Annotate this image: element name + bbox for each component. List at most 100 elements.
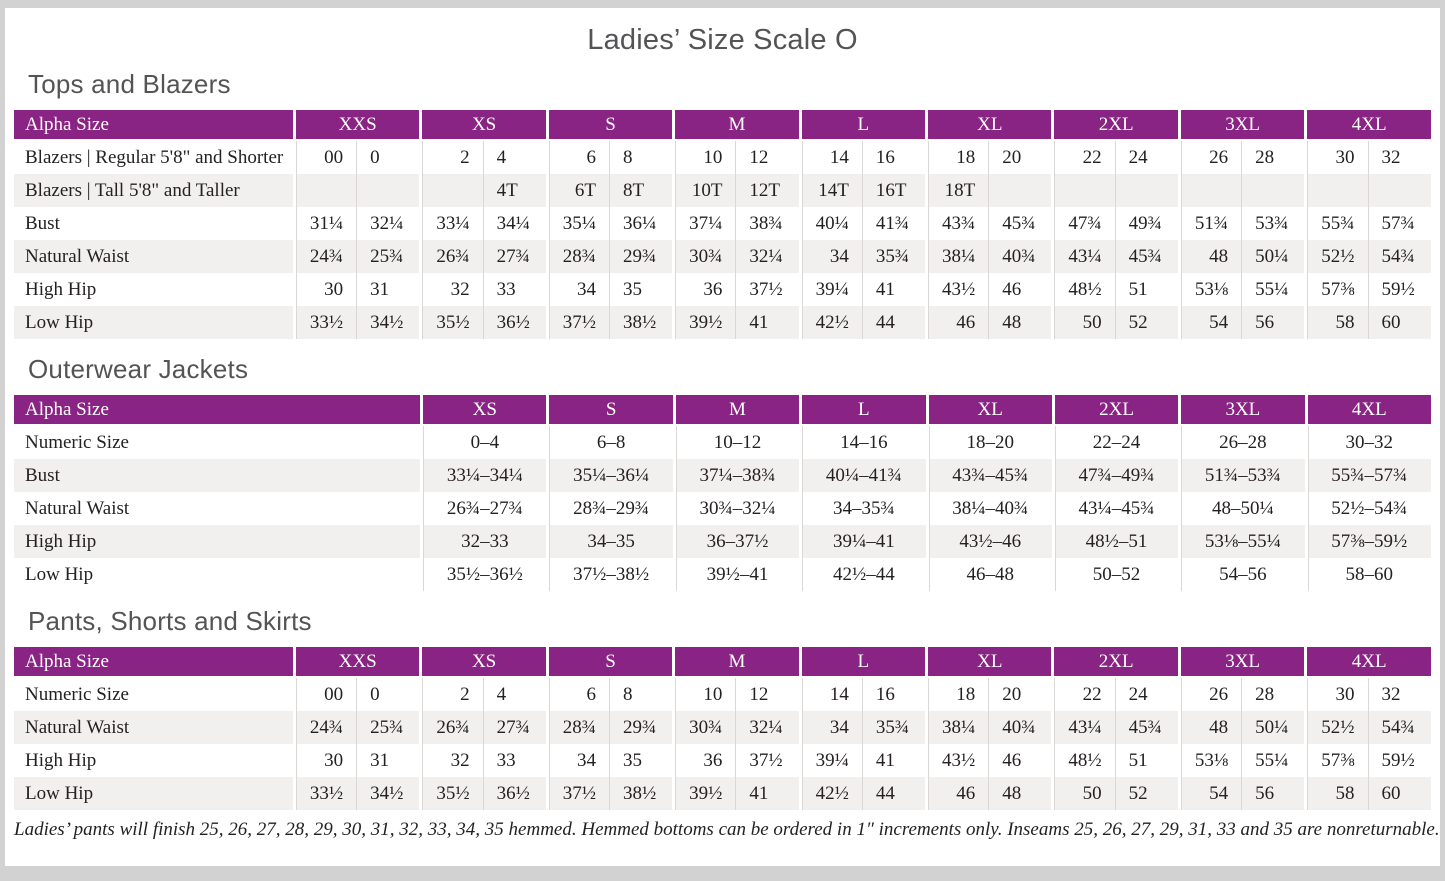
size-value-cell: 39½ (672, 306, 736, 339)
size-value-cell: 43¼ (1051, 240, 1115, 273)
size-value-cell: 34–35 (546, 525, 673, 558)
size-value-cell: 50¼ (1241, 240, 1305, 273)
size-value-cell: 48½–51 (1051, 525, 1179, 558)
size-value-cell: 36½ (482, 777, 546, 810)
size-value-cell: 33 (482, 273, 546, 306)
size-value-cell (1367, 174, 1431, 207)
column-header-size-l: L (799, 395, 926, 426)
size-value-cell: 10T (672, 174, 736, 207)
table-row: Natural Waist 26¾–27¾ 28¾–29¾ 30¾–32¼ 34–35¾… (14, 492, 1431, 525)
column-header-size-xs: XS (419, 647, 546, 678)
column-header-size-s: S (545, 110, 673, 141)
size-value-cell: 33½ (292, 306, 357, 339)
size-value-cell: 40¼–41¾ (799, 459, 926, 492)
size-value-cell: 30 (292, 273, 357, 306)
size-value-cell: 14 (798, 678, 862, 711)
size-value-cell (1241, 174, 1305, 207)
size-value-cell: 14–16 (799, 426, 926, 459)
size-value-cell: 54¾ (1367, 711, 1431, 744)
size-value-cell: 48 (1177, 711, 1242, 744)
size-value-cell: 18 (925, 678, 989, 711)
size-value-cell: 33¼–34¼ (420, 459, 547, 492)
size-value-cell: 32–33 (420, 525, 547, 558)
size-value-cell: 56 (1241, 306, 1305, 339)
size-value-cell: 43½ (925, 744, 989, 777)
section-heading-outerwear-jackets: Outerwear Jackets (28, 354, 249, 384)
size-value-cell: 40¾ (988, 711, 1052, 744)
size-value-cell: 20 (988, 141, 1052, 174)
size-value-cell: 33½ (292, 777, 357, 810)
size-value-cell: 58 (1304, 777, 1368, 810)
size-value-cell: 48 (988, 777, 1052, 810)
header-row: Alpha Size XXS XS S M L XL 2XL 3XL 4XL (14, 110, 1431, 141)
viewer-background: { "page": { "title": "Ladies’ Size Scale… (0, 8, 1445, 866)
size-value-cell: 40¼ (798, 207, 862, 240)
row-label: Low Hip (14, 558, 421, 591)
size-value-cell: 18 (925, 141, 989, 174)
size-value-cell: 51¾–53¾ (1178, 459, 1305, 492)
size-value-cell: 45¾ (1114, 240, 1178, 273)
size-value-cell: 38¾ (735, 207, 799, 240)
column-header-size-2xl: 2XL (1051, 395, 1179, 426)
size-value-cell: 26 (1177, 678, 1242, 711)
size-value-cell: 2 (419, 678, 483, 711)
size-value-cell: 52 (1114, 306, 1178, 339)
hemming-footnote: Ladies’ pants will finish 25, 26, 27, 28… (14, 819, 1440, 840)
size-value-cell: 53⅛ (1177, 273, 1242, 306)
row-label: Natural Waist (14, 492, 421, 525)
size-value-cell: 43¾ (925, 207, 989, 240)
size-value-cell: 30 (1304, 141, 1368, 174)
size-value-cell: 35¾ (861, 711, 926, 744)
table-row: Natural Waist 24¾ 25¾ 26¾ 27¾ 28¾ 29¾ 30¾ 32¼ 34 3… (14, 711, 1431, 744)
size-value-cell: 36½ (482, 306, 546, 339)
size-value-cell: 30 (292, 744, 357, 777)
size-value-cell: 32 (1367, 141, 1431, 174)
size-value-cell: 12T (735, 174, 799, 207)
column-header-alpha-size: Alpha Size (14, 110, 293, 141)
size-value-cell: 25¾ (356, 711, 420, 744)
column-header-alpha-size: Alpha Size (14, 395, 421, 426)
size-value-cell: 41 (861, 744, 926, 777)
size-value-cell: 58 (1304, 306, 1368, 339)
size-value-cell: 20 (988, 678, 1052, 711)
size-value-cell: 39¼–41 (799, 525, 926, 558)
size-value-cell: 37¼ (672, 207, 736, 240)
table-row: High Hip 30 31 32 33 34 35 36 37½ 39¼ 41 43½ 46 48½ 51… (14, 273, 1431, 306)
size-value-cell: 24¾ (292, 240, 357, 273)
column-header-size-l: L (798, 110, 926, 141)
size-value-cell: 37½ (545, 306, 609, 339)
size-value-cell: 48–50¼ (1178, 492, 1305, 525)
size-value-cell: 31 (356, 273, 420, 306)
size-value-cell: 46 (988, 273, 1052, 306)
size-value-cell: 59½ (1367, 273, 1431, 306)
size-value-cell: 35½ (419, 306, 483, 339)
size-value-cell: 22–24 (1051, 426, 1179, 459)
size-value-cell: 51¾ (1177, 207, 1242, 240)
size-value-cell: 53⅛ (1177, 744, 1242, 777)
size-value-cell: 12 (735, 678, 799, 711)
size-value-cell: 4 (482, 678, 546, 711)
size-value-cell: 41 (735, 306, 799, 339)
size-value-cell: 52½ (1304, 240, 1368, 273)
size-value-cell: 39¼ (798, 273, 862, 306)
row-label: Natural Waist (14, 711, 293, 744)
size-value-cell: 28 (1241, 678, 1305, 711)
size-value-cell (419, 174, 483, 207)
size-value-cell: 57⅜ (1304, 273, 1368, 306)
size-value-cell: 48 (988, 306, 1052, 339)
size-value-cell: 44 (861, 777, 926, 810)
size-value-cell: 40¾ (988, 240, 1052, 273)
row-label: Bust (14, 459, 421, 492)
header-row: Alpha Size XS S M L XL 2XL 3XL 4XL (14, 395, 1431, 426)
size-value-cell: 37½ (735, 744, 799, 777)
size-value-cell: 37½ (545, 777, 609, 810)
column-header-size-xxs: XXS (292, 647, 420, 678)
size-value-cell: 37½ (735, 273, 799, 306)
size-value-cell: 34½ (356, 777, 420, 810)
size-value-cell: 53⅛–55¼ (1178, 525, 1305, 558)
size-value-cell: 41 (735, 777, 799, 810)
column-header-size-m: M (672, 647, 799, 678)
column-header-size-xl: XL (925, 647, 1052, 678)
size-value-cell: 12 (735, 141, 799, 174)
size-value-cell (1304, 174, 1368, 207)
